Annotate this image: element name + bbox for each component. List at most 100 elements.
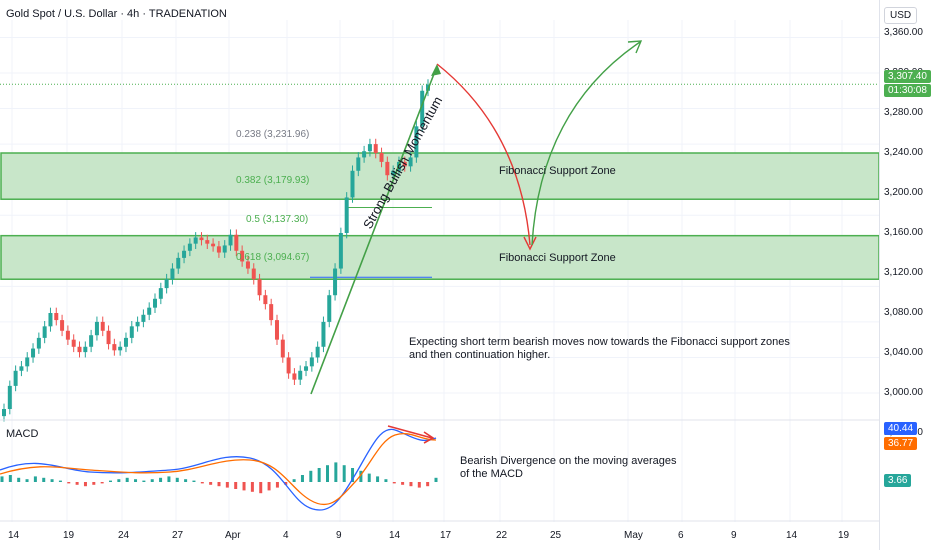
time-axis-label: 17	[440, 530, 452, 541]
candle-body	[228, 234, 233, 246]
candle-body	[362, 151, 367, 158]
macd-histogram-bar	[209, 482, 213, 485]
candle-body	[199, 237, 204, 241]
candle-body	[118, 346, 123, 351]
candle-body	[408, 157, 413, 167]
price-axis-label: 3,040.00	[884, 347, 923, 358]
time-axis-label: 27	[172, 530, 184, 541]
histogram-value-tag: 3.66	[884, 474, 912, 487]
macd-histogram-bar	[217, 482, 221, 487]
macd-histogram-bar	[384, 479, 388, 482]
candle-body	[193, 237, 198, 244]
price-axis-label: 3,280.00	[884, 107, 923, 118]
macd-histogram-bar	[259, 482, 263, 494]
time-axis-label: 22	[496, 530, 508, 541]
candle-body	[60, 320, 65, 331]
macd-histogram-bar	[184, 479, 188, 482]
candle-body	[106, 330, 111, 345]
macd-histogram-bar	[284, 482, 288, 485]
candle-body	[54, 313, 59, 321]
macd-histogram-bar	[134, 479, 138, 482]
currency-button[interactable]: USD	[884, 7, 918, 24]
macd-histogram-bar	[42, 477, 46, 482]
macd-histogram-bar	[100, 482, 104, 484]
candle-body	[333, 268, 338, 296]
macd-histogram-bar	[0, 476, 4, 482]
candle-body	[274, 320, 279, 340]
fibonacci-support-zone	[0, 234, 880, 280]
candle-body	[356, 157, 361, 171]
fib-level-0238: 0.238 (3,231.96)	[236, 129, 310, 140]
macd-histogram-bar	[33, 476, 37, 482]
macd-histogram-bar	[300, 475, 304, 482]
candle-body	[402, 161, 407, 167]
time-axis-label: 14	[389, 530, 401, 541]
candle-body	[385, 161, 390, 176]
candle-body	[344, 197, 349, 233]
candle-body	[83, 346, 88, 353]
macd-histogram-bar	[8, 475, 12, 482]
signal-line	[0, 433, 437, 506]
candle-body	[211, 243, 216, 247]
macd-histogram-bar	[50, 479, 54, 482]
candle-body	[176, 257, 181, 269]
momentum-trend-line	[310, 65, 438, 395]
price-axis-label: 3,360.00	[884, 27, 923, 38]
price-axis-label: 3,240.00	[884, 147, 923, 158]
macd-histogram-bar	[342, 465, 346, 482]
candle-body	[36, 337, 41, 349]
candle-body	[135, 321, 140, 327]
fib-level-05: 0.5 (3,137.30)	[246, 214, 309, 225]
candle-body	[205, 240, 210, 244]
bearish-projection-arrow	[436, 63, 531, 246]
macd-histogram-bar	[392, 482, 396, 484]
time-axis-label: 14	[8, 530, 20, 541]
candle-body	[71, 339, 76, 347]
bullish-projection-arrow	[531, 41, 641, 246]
macd-histogram-bar	[376, 476, 380, 482]
candle-body	[280, 339, 285, 358]
macd-histogram-bar	[351, 468, 355, 482]
time-axis-label: 24	[118, 530, 130, 541]
candle-body	[263, 295, 268, 305]
macd-histogram-bar	[434, 477, 438, 482]
candle-body	[31, 348, 36, 358]
time-axis-label: 19	[838, 530, 850, 541]
candle-body	[222, 245, 227, 253]
candle-body	[245, 261, 250, 269]
macd-histogram-bar	[292, 479, 296, 482]
macd-histogram-bar	[175, 477, 179, 482]
macd-histogram-bar	[234, 482, 238, 489]
candle-body	[25, 357, 30, 367]
candle-body	[187, 243, 192, 251]
macd-histogram-bar	[192, 480, 196, 482]
macd-histogram-bar	[167, 476, 171, 482]
candle-body	[379, 153, 384, 162]
macd-histogram-bar	[142, 480, 146, 482]
macd-histogram-bar	[109, 480, 112, 482]
candle-body	[327, 295, 332, 322]
macd-line	[0, 428, 437, 511]
candle-body	[13, 370, 18, 386]
fib-level-0382: 0.382 (3,179.93)	[236, 175, 310, 186]
candle-body	[286, 357, 291, 374]
price-axis-label: 3,160.00	[884, 227, 923, 238]
macd-histogram-bar	[250, 482, 254, 492]
candle-body	[240, 250, 245, 262]
candle-body	[94, 321, 99, 336]
candle-body	[170, 268, 175, 280]
macd-histogram-bar	[309, 470, 313, 482]
candle-body	[216, 246, 221, 253]
time-axis-label: May	[624, 530, 643, 541]
price-axis-label: 3,080.00	[884, 307, 923, 318]
time-axis-label: 14	[786, 530, 798, 541]
time-axis-label: 6	[678, 530, 684, 541]
candle-body	[321, 321, 326, 347]
candle-body	[141, 314, 146, 322]
price-axis-label: 3,200.00	[884, 187, 923, 198]
countdown-tag: 01:30:08	[884, 84, 931, 97]
arrow-head	[627, 40, 643, 54]
candle-body	[89, 335, 94, 347]
candle-body	[112, 344, 117, 351]
